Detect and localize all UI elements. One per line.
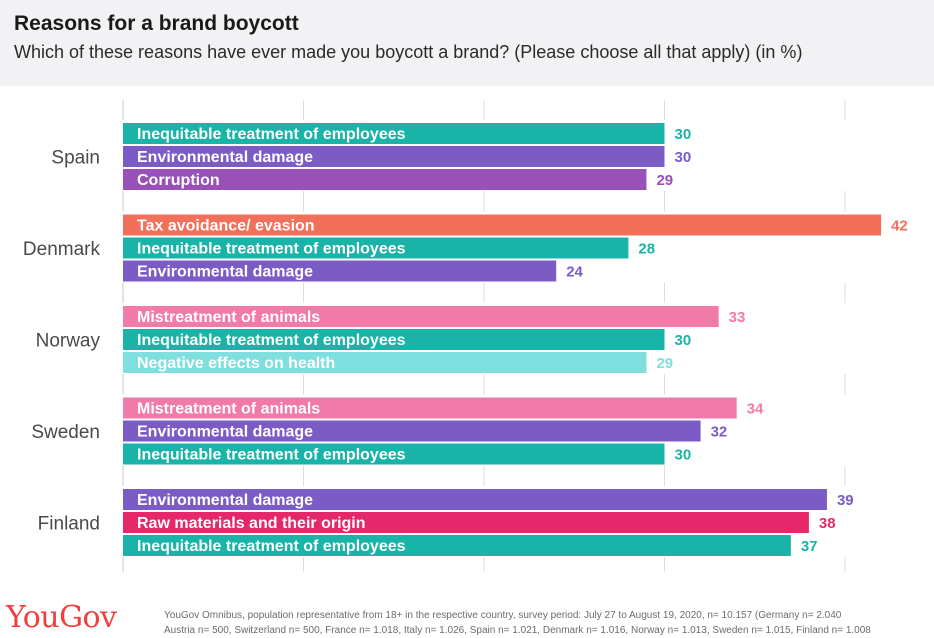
data-label: 28 bbox=[638, 241, 655, 258]
bar bbox=[123, 397, 737, 419]
data-label: 37 bbox=[801, 538, 818, 555]
data-label: 30 bbox=[675, 332, 692, 349]
bar-label: Inequitable treatment of employees bbox=[137, 332, 406, 349]
data-label: 34 bbox=[747, 401, 764, 418]
bar bbox=[123, 352, 647, 373]
bar bbox=[123, 489, 827, 510]
bar bbox=[123, 146, 665, 167]
chart-subtitle: Which of these reasons have ever made yo… bbox=[14, 42, 803, 62]
country-label: Finland bbox=[38, 514, 100, 535]
data-label: 33 bbox=[729, 309, 746, 326]
country-label: Sweden bbox=[31, 422, 100, 443]
header-band bbox=[0, 0, 934, 86]
data-label: 30 bbox=[675, 126, 692, 143]
bar-label: Tax avoidance/ evasion bbox=[137, 218, 315, 235]
bar bbox=[123, 237, 629, 259]
bar-label: Inequitable treatment of employees bbox=[137, 126, 406, 143]
footnote-line-2: Austria n= 500, Switzerland n= 500, Fran… bbox=[164, 625, 871, 636]
bar-label: Environmental damage bbox=[137, 492, 313, 509]
bar bbox=[123, 123, 665, 144]
bar bbox=[123, 443, 665, 465]
country-label: Norway bbox=[36, 331, 101, 352]
bar-label: Inequitable treatment of employees bbox=[137, 538, 406, 555]
bar-chart: Spain Inequitable treatment of employees 3… bbox=[0, 100, 934, 572]
bar bbox=[123, 260, 557, 282]
bar bbox=[123, 169, 647, 190]
bar bbox=[123, 512, 809, 533]
country-label: Spain bbox=[51, 148, 100, 169]
bar-label: Mistreatment of animals bbox=[137, 401, 320, 418]
footnote: YouGov Omnibus, population representativ… bbox=[164, 608, 934, 638]
data-label: 42 bbox=[891, 218, 908, 235]
data-label: 29 bbox=[656, 355, 673, 372]
data-label: 29 bbox=[656, 172, 673, 189]
data-label: 24 bbox=[566, 264, 583, 281]
bar bbox=[123, 306, 719, 327]
bar-label: Negative effects on health bbox=[137, 355, 335, 372]
bar bbox=[123, 420, 701, 442]
bar-label: Mistreatment of animals bbox=[137, 309, 320, 326]
footnote-line-1: YouGov Omnibus, population representativ… bbox=[164, 610, 842, 621]
bar bbox=[123, 329, 665, 350]
bar-label: Environmental damage bbox=[137, 264, 313, 281]
data-label: 30 bbox=[675, 149, 692, 166]
bar-label: Inequitable treatment of employees bbox=[137, 241, 406, 258]
bar-label: Environmental damage bbox=[137, 424, 313, 441]
bar bbox=[123, 535, 791, 556]
data-label: 38 bbox=[819, 515, 836, 532]
yougov-logo: YouGov bbox=[6, 600, 117, 635]
bar-label: Inequitable treatment of employees bbox=[137, 447, 406, 464]
bar-label: Environmental damage bbox=[137, 149, 313, 166]
chart-title: Reasons for a brand boycott bbox=[14, 12, 299, 35]
bar bbox=[123, 214, 882, 236]
country-label: Denmark bbox=[23, 239, 101, 260]
bar-label: Corruption bbox=[137, 172, 220, 189]
bar-label: Raw materials and their origin bbox=[137, 515, 366, 532]
data-label: 39 bbox=[837, 492, 854, 509]
data-label: 30 bbox=[675, 447, 692, 464]
data-label: 32 bbox=[711, 424, 728, 441]
